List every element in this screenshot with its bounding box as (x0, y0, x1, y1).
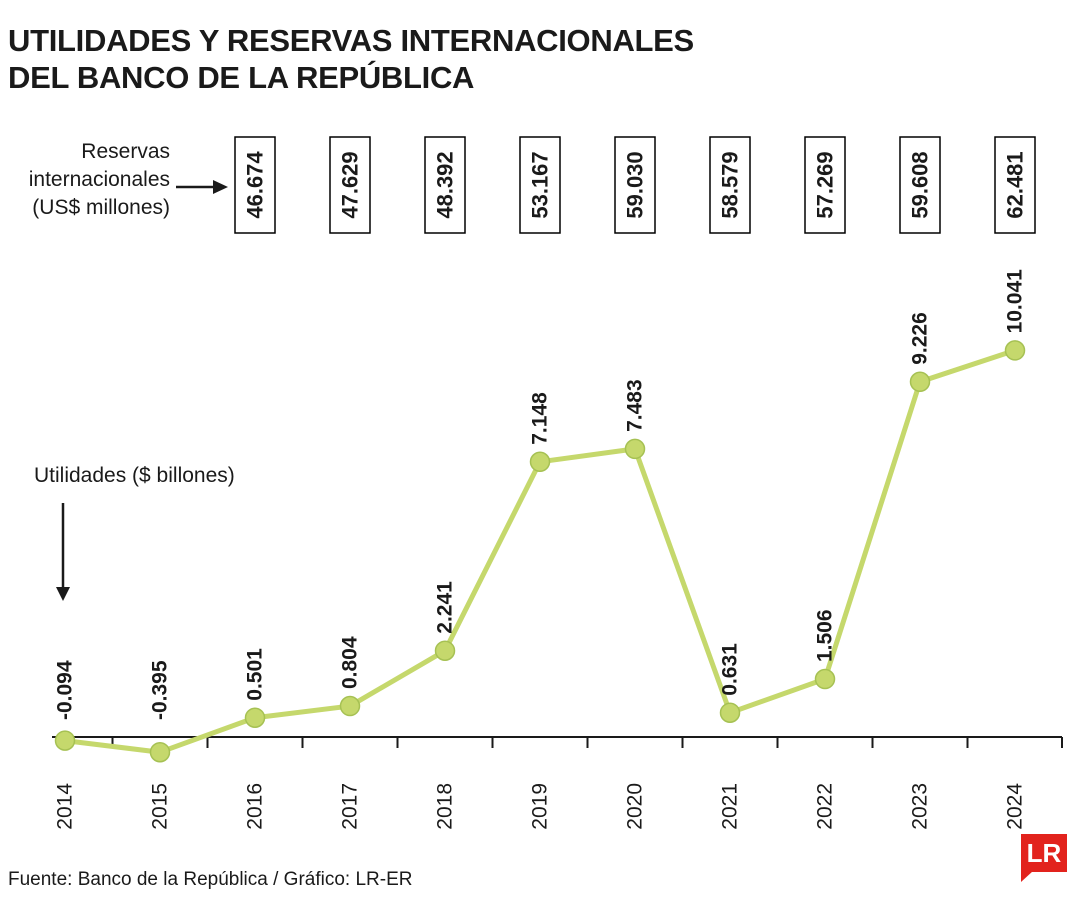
year-label: 2018 (434, 783, 457, 830)
reserves-axis-label: Reservas internacionales (US$ millones) (0, 138, 170, 222)
reserve-value-box (519, 136, 561, 234)
data-point-dot (909, 371, 931, 393)
data-point-dot (244, 707, 266, 728)
reserve-value-box (899, 136, 941, 234)
source-credit: Fuente: Banco de la República / Gráfico:… (8, 869, 413, 890)
data-point-dot (624, 438, 646, 460)
year-label: 2017 (339, 783, 362, 830)
year-label: 2016 (244, 783, 267, 830)
data-point-dot (339, 695, 361, 717)
lr-logo-text: LR (1021, 834, 1067, 872)
title-line2: DEL BANCO DE LA REPÚBLICA (8, 60, 475, 95)
data-point-dot (434, 640, 456, 661)
data-point-dot (1004, 340, 1026, 361)
reserve-value-box (424, 136, 466, 234)
data-point-label: 0.501 (244, 648, 267, 701)
year-label: 2024 (1004, 783, 1027, 830)
reserve-value-text: 62.481 (1003, 151, 1028, 218)
year-label: 2014 (54, 783, 77, 830)
data-point-label: 1.506 (814, 609, 837, 662)
data-point-label: 7.483 (624, 379, 647, 432)
year-label: 2019 (529, 783, 552, 830)
data-point-label: 9.226 (909, 312, 932, 365)
data-point-dot (149, 741, 171, 763)
lr-logo: LR (1021, 834, 1067, 884)
reserve-value-text: 59.030 (623, 151, 648, 218)
reserve-value-text: 53.167 (528, 151, 553, 218)
reserve-value-box (614, 136, 656, 234)
reserve-value-text: 46.674 (243, 151, 268, 219)
page-title: UTILIDADES Y RESERVAS INTERNACIONALES DE… (8, 22, 694, 96)
reserve-value-box (994, 136, 1036, 234)
arrow-right-icon (176, 180, 228, 194)
reserve-value-text: 59.608 (908, 151, 933, 218)
year-label: 2022 (814, 783, 837, 830)
year-label: 2023 (909, 783, 932, 830)
data-point-dot (719, 702, 741, 723)
data-point-label: -0.094 (54, 660, 77, 720)
reserve-value-box (804, 136, 846, 234)
data-point-dot (814, 668, 836, 690)
data-point-label: 10.041 (1004, 269, 1027, 334)
data-point-label: 7.148 (529, 392, 552, 445)
data-point-label: -0.395 (149, 660, 172, 720)
year-label: 2021 (719, 783, 742, 830)
reserve-value-text: 48.392 (433, 151, 458, 218)
data-point-label: 0.804 (339, 636, 362, 689)
reserves-label-line2: internacionales (28, 168, 170, 191)
reserve-value-text: 58.579 (718, 151, 743, 218)
data-point-dot (529, 451, 551, 473)
reserve-value-box (329, 136, 371, 234)
lr-logo-tail (1021, 871, 1033, 882)
year-label: 2015 (149, 783, 172, 830)
reserves-label-line3: (US$ millones) (32, 196, 170, 219)
arrow-down-icon (56, 503, 70, 601)
reserve-value-text: 57.269 (813, 151, 838, 218)
data-point-dot (54, 730, 76, 751)
reserve-value-box (234, 136, 276, 234)
year-label: 2020 (624, 783, 647, 830)
utilidades-axis-label: Utilidades ($ billones) (34, 464, 235, 487)
data-point-label: 0.631 (719, 643, 742, 696)
arrow-right-head (213, 180, 228, 194)
reserve-value-box (709, 136, 751, 234)
data-point-label: 2.241 (434, 581, 457, 634)
arrow-down-head (56, 587, 70, 601)
reserves-label-line1: Reservas (81, 140, 170, 163)
title-line1: UTILIDADES Y RESERVAS INTERNACIONALES (8, 23, 694, 58)
reserve-value-text: 47.629 (338, 151, 363, 218)
